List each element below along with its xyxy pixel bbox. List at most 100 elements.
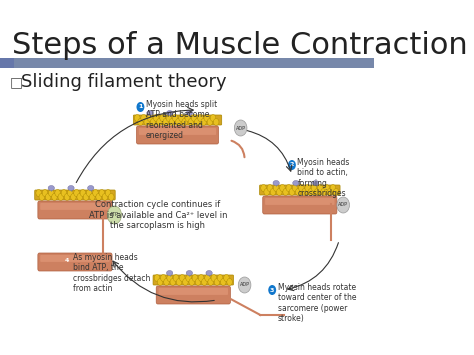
Circle shape xyxy=(288,160,296,170)
Ellipse shape xyxy=(147,110,153,115)
Circle shape xyxy=(227,279,232,285)
Circle shape xyxy=(224,274,229,282)
Circle shape xyxy=(67,190,73,197)
Circle shape xyxy=(270,189,276,196)
Circle shape xyxy=(144,119,149,126)
Ellipse shape xyxy=(312,180,319,186)
Circle shape xyxy=(318,185,323,191)
Circle shape xyxy=(161,274,166,282)
Circle shape xyxy=(36,190,41,197)
Circle shape xyxy=(52,193,57,201)
Circle shape xyxy=(48,190,54,197)
Text: ATP: ATP xyxy=(110,213,119,218)
Circle shape xyxy=(39,193,45,201)
Ellipse shape xyxy=(166,271,173,275)
Circle shape xyxy=(150,119,156,126)
Circle shape xyxy=(182,279,188,285)
Circle shape xyxy=(74,190,79,197)
Circle shape xyxy=(109,193,114,201)
FancyBboxPatch shape xyxy=(38,253,112,271)
FancyBboxPatch shape xyxy=(265,198,335,205)
Circle shape xyxy=(105,190,111,197)
Circle shape xyxy=(299,185,304,191)
Circle shape xyxy=(99,190,105,197)
Circle shape xyxy=(264,189,269,196)
Circle shape xyxy=(273,185,279,191)
Circle shape xyxy=(213,119,219,126)
Text: Myosin heads split
ATP and become
reoriented and
energized: Myosin heads split ATP and become reorie… xyxy=(146,100,217,140)
Text: 3: 3 xyxy=(270,288,274,293)
Text: Contraction cycle continues if
ATP is available and Ca²⁺ level in
the sarcoplasm: Contraction cycle continues if ATP is av… xyxy=(89,200,227,230)
FancyBboxPatch shape xyxy=(137,126,219,144)
Circle shape xyxy=(327,189,333,196)
Circle shape xyxy=(308,189,314,196)
Circle shape xyxy=(330,185,336,191)
Circle shape xyxy=(141,115,146,121)
Text: Myosin heads rotate
toward center of the
sarcomere (power
stroke): Myosin heads rotate toward center of the… xyxy=(278,283,356,323)
Circle shape xyxy=(194,119,200,126)
Circle shape xyxy=(268,285,276,295)
Circle shape xyxy=(314,189,320,196)
Circle shape xyxy=(321,189,326,196)
Circle shape xyxy=(179,115,184,121)
Circle shape xyxy=(157,279,163,285)
FancyBboxPatch shape xyxy=(139,128,216,135)
Circle shape xyxy=(267,185,273,191)
Circle shape xyxy=(295,189,301,196)
FancyBboxPatch shape xyxy=(260,185,340,195)
Circle shape xyxy=(324,185,329,191)
Circle shape xyxy=(211,274,217,282)
Circle shape xyxy=(218,274,223,282)
Circle shape xyxy=(96,193,101,201)
Text: As myosin heads
bind ATP, the
crossbridges detach
from actin: As myosin heads bind ATP, the crossbridg… xyxy=(73,253,150,293)
Circle shape xyxy=(137,102,145,112)
Circle shape xyxy=(286,185,292,191)
Circle shape xyxy=(107,206,121,224)
Circle shape xyxy=(42,190,48,197)
Circle shape xyxy=(55,190,60,197)
Circle shape xyxy=(80,190,86,197)
Circle shape xyxy=(170,279,175,285)
Text: 2: 2 xyxy=(290,163,294,168)
Circle shape xyxy=(198,115,203,121)
Circle shape xyxy=(192,274,198,282)
Circle shape xyxy=(135,115,140,121)
Circle shape xyxy=(166,115,172,121)
Circle shape xyxy=(210,115,216,121)
FancyBboxPatch shape xyxy=(133,115,222,125)
Circle shape xyxy=(305,185,310,191)
Circle shape xyxy=(58,193,64,201)
Circle shape xyxy=(189,279,194,285)
FancyBboxPatch shape xyxy=(40,255,109,262)
Circle shape xyxy=(204,115,210,121)
Ellipse shape xyxy=(293,180,299,186)
Circle shape xyxy=(86,190,92,197)
FancyBboxPatch shape xyxy=(159,288,228,295)
Circle shape xyxy=(93,190,98,197)
Circle shape xyxy=(185,115,191,121)
Circle shape xyxy=(154,274,160,282)
Circle shape xyxy=(188,119,194,126)
Circle shape xyxy=(147,115,153,121)
FancyBboxPatch shape xyxy=(263,196,337,214)
Text: ADP: ADP xyxy=(236,126,246,131)
Text: 1: 1 xyxy=(138,104,143,109)
Circle shape xyxy=(201,279,207,285)
Circle shape xyxy=(186,274,191,282)
Circle shape xyxy=(238,277,251,293)
Circle shape xyxy=(46,193,51,201)
Text: ADP: ADP xyxy=(239,283,250,288)
Circle shape xyxy=(175,119,181,126)
Circle shape xyxy=(337,197,349,213)
Circle shape xyxy=(173,274,179,282)
Circle shape xyxy=(64,193,70,201)
Ellipse shape xyxy=(68,186,74,191)
Circle shape xyxy=(137,119,143,126)
Ellipse shape xyxy=(273,180,279,186)
FancyBboxPatch shape xyxy=(38,201,112,219)
Circle shape xyxy=(302,189,307,196)
Circle shape xyxy=(234,120,247,136)
FancyBboxPatch shape xyxy=(153,275,234,285)
Circle shape xyxy=(276,189,282,196)
Text: Sliding filament theory: Sliding filament theory xyxy=(20,73,226,91)
